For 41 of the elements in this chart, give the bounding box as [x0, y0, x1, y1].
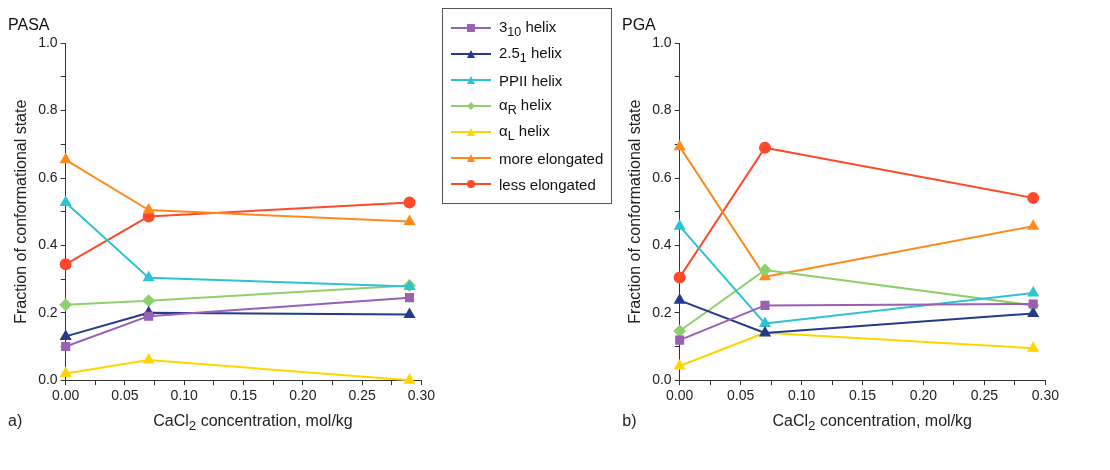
x-axis-title: CaCl$_{2}$ concentration, mol/kg: [152, 412, 354, 434]
x-tick-label: 0.00: [52, 387, 80, 404]
legend-label: PPII helix: [499, 71, 563, 89]
x-tick-label: 0.20: [289, 387, 317, 404]
y-axis-title: Fraction of conformational state: [626, 99, 644, 324]
x-tick-label: 0.30: [407, 387, 436, 404]
x-tick-label: 0.05: [111, 387, 139, 404]
chart-title: PGA: [622, 16, 657, 34]
y-tick-label: 1.0: [652, 34, 673, 51]
y-tick-label: 0.4: [38, 236, 58, 253]
x-tick-label: 0.10: [788, 387, 816, 404]
y-tick-label: 0.0: [652, 371, 673, 388]
legend-label: more elongated: [499, 149, 604, 167]
y-tick-label: 0.2: [652, 303, 673, 320]
x-axis-title: CaCl$_{2}$ concentration, mol/kg: [771, 412, 973, 434]
y-tick-label: 0.0: [38, 371, 58, 388]
y-axis-title: Fraction of conformational state: [12, 99, 30, 324]
y-tick-label: 0.6: [652, 168, 673, 185]
text: a): [8, 412, 23, 429]
y-tick-label: 0.6: [38, 168, 58, 185]
x-tick-label: 0.10: [170, 387, 199, 404]
x-tick-label: 0.15: [849, 387, 877, 404]
y-tick-label: 0.8: [38, 101, 58, 118]
x-tick-label: 0.05: [727, 387, 755, 404]
chart-title: PASA: [8, 16, 50, 34]
text: b): [622, 412, 637, 429]
x-tick-label: 0.30: [1032, 387, 1060, 404]
legend-label: less elongated: [499, 175, 596, 193]
legend-label: α$_{L}$ helix: [499, 121, 550, 143]
x-tick-label: 0.25: [348, 387, 376, 404]
y-tick-label: 0.4: [652, 236, 673, 253]
y-tick-label: 1.0: [38, 34, 58, 51]
legend-label: 2.5$_{1}$ helix: [499, 43, 562, 65]
x-tick-label: 0.20: [910, 387, 938, 404]
legend-label: 3$_{10}$ helix: [499, 17, 557, 39]
x-tick-label: 0.25: [971, 387, 999, 404]
y-tick-label: 0.8: [652, 101, 673, 118]
legend-label: α$_{R}$ helix: [499, 95, 552, 117]
x-tick-label: 0.00: [666, 387, 694, 404]
y-tick-label: 0.2: [38, 303, 58, 320]
x-tick-label: 0.15: [229, 387, 258, 404]
